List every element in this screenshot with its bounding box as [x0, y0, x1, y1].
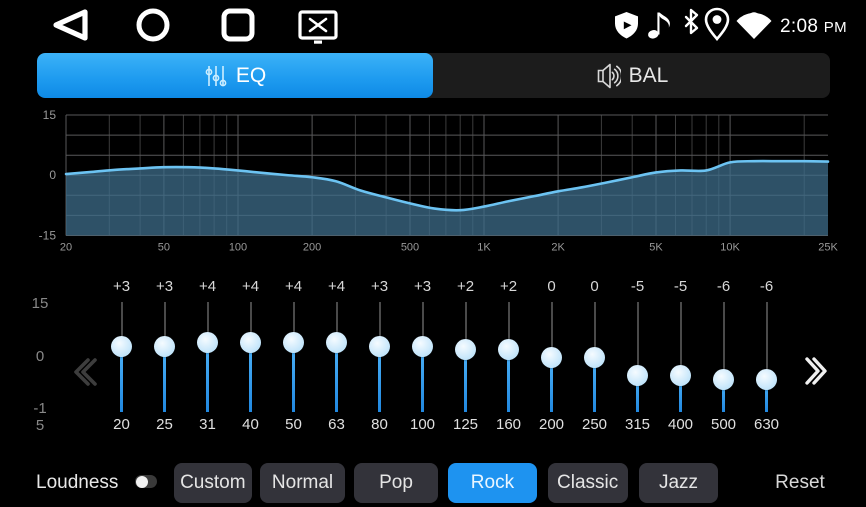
svg-text:0: 0 [49, 168, 56, 182]
svg-text:5K: 5K [649, 242, 663, 254]
svg-text:2K: 2K [551, 242, 565, 254]
svg-text:25K: 25K [818, 242, 838, 254]
svg-text:500: 500 [401, 242, 419, 254]
svg-text:1K: 1K [477, 242, 491, 254]
svg-text:15: 15 [43, 108, 57, 122]
svg-text:10K: 10K [720, 242, 740, 254]
svg-text:50: 50 [158, 242, 170, 254]
svg-text:200: 200 [303, 242, 321, 254]
svg-text:-15: -15 [39, 229, 57, 243]
svg-text:100: 100 [229, 242, 247, 254]
svg-text:20: 20 [60, 242, 72, 254]
